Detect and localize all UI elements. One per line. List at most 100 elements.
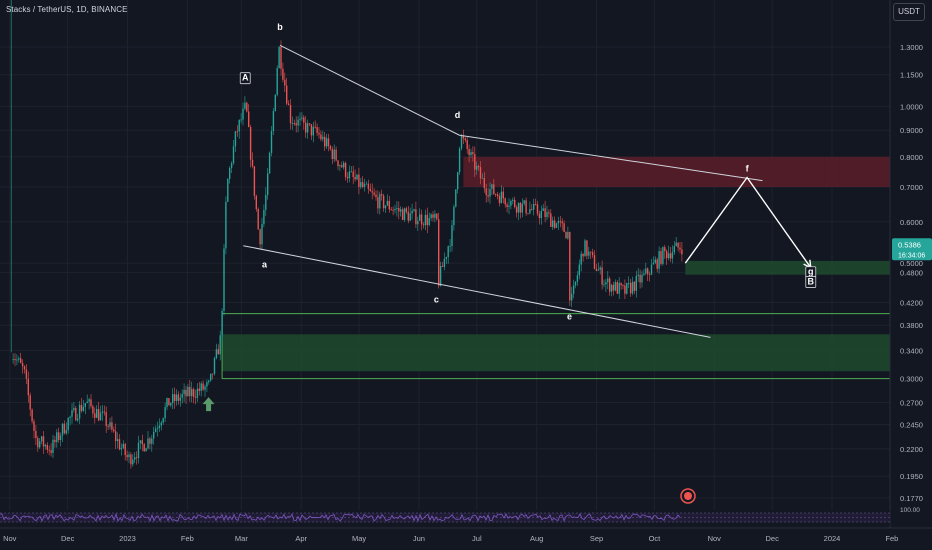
- wave-label-A: A: [242, 73, 249, 83]
- candle-body: [217, 349, 219, 355]
- candle-body: [576, 275, 579, 282]
- candle-body: [58, 432, 60, 440]
- candle-body: [227, 178, 229, 202]
- candle-body: [156, 427, 159, 429]
- candle-body: [248, 111, 250, 127]
- trendline: [279, 44, 460, 136]
- candle-body: [466, 140, 468, 149]
- candle-body: [177, 394, 180, 401]
- candle-body: [557, 221, 560, 224]
- wave-label-f: f: [746, 163, 750, 173]
- candle-body: [550, 213, 552, 227]
- candle-body: [259, 229, 261, 245]
- candle-body: [624, 285, 626, 294]
- candle-body: [246, 102, 248, 112]
- time-tick-label: Nov: [708, 534, 722, 543]
- candle-body: [350, 171, 352, 173]
- price-tick-label: 1.3000: [900, 43, 923, 52]
- candle-body: [352, 171, 354, 177]
- candle-body: [139, 440, 142, 443]
- candle-body: [63, 423, 66, 434]
- candle-body: [344, 162, 347, 177]
- candle-body: [204, 386, 206, 390]
- candle-body: [189, 386, 191, 397]
- candle-body: [147, 438, 149, 449]
- price-tick-label: 1.1500: [900, 71, 923, 80]
- candle-body: [284, 79, 286, 86]
- price-axis[interactable]: 1.3000 1.1500 1.0000 0.9000 0.8000 0.7000 0.60…: [889, 0, 932, 550]
- candle-body: [373, 192, 375, 195]
- time-axis[interactable]: Nov Dec 2023 Feb Mar Apr May Jun Jul Aug Sep Oct Nov…: [0, 527, 932, 550]
- candle-body: [677, 242, 679, 248]
- candle-body: [553, 220, 556, 228]
- candle-body: [181, 394, 183, 398]
- candle-body: [82, 406, 85, 411]
- candle-body: [23, 366, 26, 370]
- candle-body: [476, 165, 478, 170]
- candle-body: [472, 152, 474, 155]
- candle-body: [208, 380, 210, 383]
- candle-body: [234, 131, 237, 147]
- candle-body: [561, 221, 563, 224]
- candle-body: [403, 208, 406, 220]
- candle-body: [94, 413, 96, 418]
- candle-body: [223, 248, 225, 311]
- candle-body: [267, 173, 269, 195]
- candle-body: [650, 264, 653, 275]
- candle-body: [390, 209, 392, 211]
- candle-body: [675, 242, 677, 247]
- candle-body: [609, 278, 611, 292]
- candle-body: [322, 136, 324, 140]
- candle-body: [120, 447, 123, 450]
- candle-body: [164, 407, 166, 419]
- candle-body: [172, 394, 174, 403]
- candle-body: [409, 213, 411, 221]
- candle-body: [333, 149, 335, 160]
- candle-body: [601, 267, 603, 285]
- time-tick-label: 2024: [824, 534, 841, 543]
- candle-body: [485, 188, 487, 196]
- candle-body: [115, 431, 117, 442]
- candle-body: [648, 274, 651, 276]
- candle-body: [622, 285, 624, 286]
- candle-body: [432, 214, 434, 218]
- time-tick-label: Nov: [3, 534, 17, 543]
- candle-body: [40, 436, 43, 442]
- time-tick-label: Dec: [765, 534, 779, 543]
- candle-body: [396, 208, 398, 209]
- candle-body: [591, 252, 594, 256]
- candle-body: [230, 163, 233, 168]
- wave-labels: Aa b c d e f gB: [239, 22, 817, 321]
- candle-body: [213, 358, 216, 374]
- time-axis-bg: [0, 528, 932, 550]
- candle-body: [367, 183, 370, 189]
- candle-body: [569, 231, 571, 301]
- currency-button[interactable]: USDT: [893, 3, 925, 21]
- candle-body: [633, 281, 636, 291]
- candle-body: [618, 282, 620, 294]
- candle-body: [305, 122, 307, 133]
- candle-body: [206, 382, 208, 387]
- candle-body: [574, 281, 577, 286]
- candle-body: [50, 450, 52, 453]
- candle-body: [270, 131, 273, 153]
- candle-body: [443, 258, 446, 267]
- candle-body: [571, 293, 573, 301]
- price-tick-label: 0.8000: [900, 153, 923, 162]
- wave-label-box: [805, 276, 817, 288]
- symbol-title[interactable]: Stacks / TetherUS, 1D, BINANCE: [6, 5, 128, 14]
- zone-demand-large: [222, 334, 890, 372]
- candle-body: [438, 219, 440, 286]
- candle-body: [572, 285, 575, 294]
- candle-body: [540, 210, 542, 219]
- candle-body: [500, 191, 503, 204]
- candle-body: [346, 176, 349, 179]
- candle-body: [191, 389, 193, 397]
- candle-body: [329, 146, 332, 150]
- candle-body: [483, 178, 485, 189]
- candle-body: [428, 218, 430, 226]
- candle-body: [628, 282, 630, 284]
- candle-body: [92, 406, 94, 414]
- candle-body: [502, 191, 504, 199]
